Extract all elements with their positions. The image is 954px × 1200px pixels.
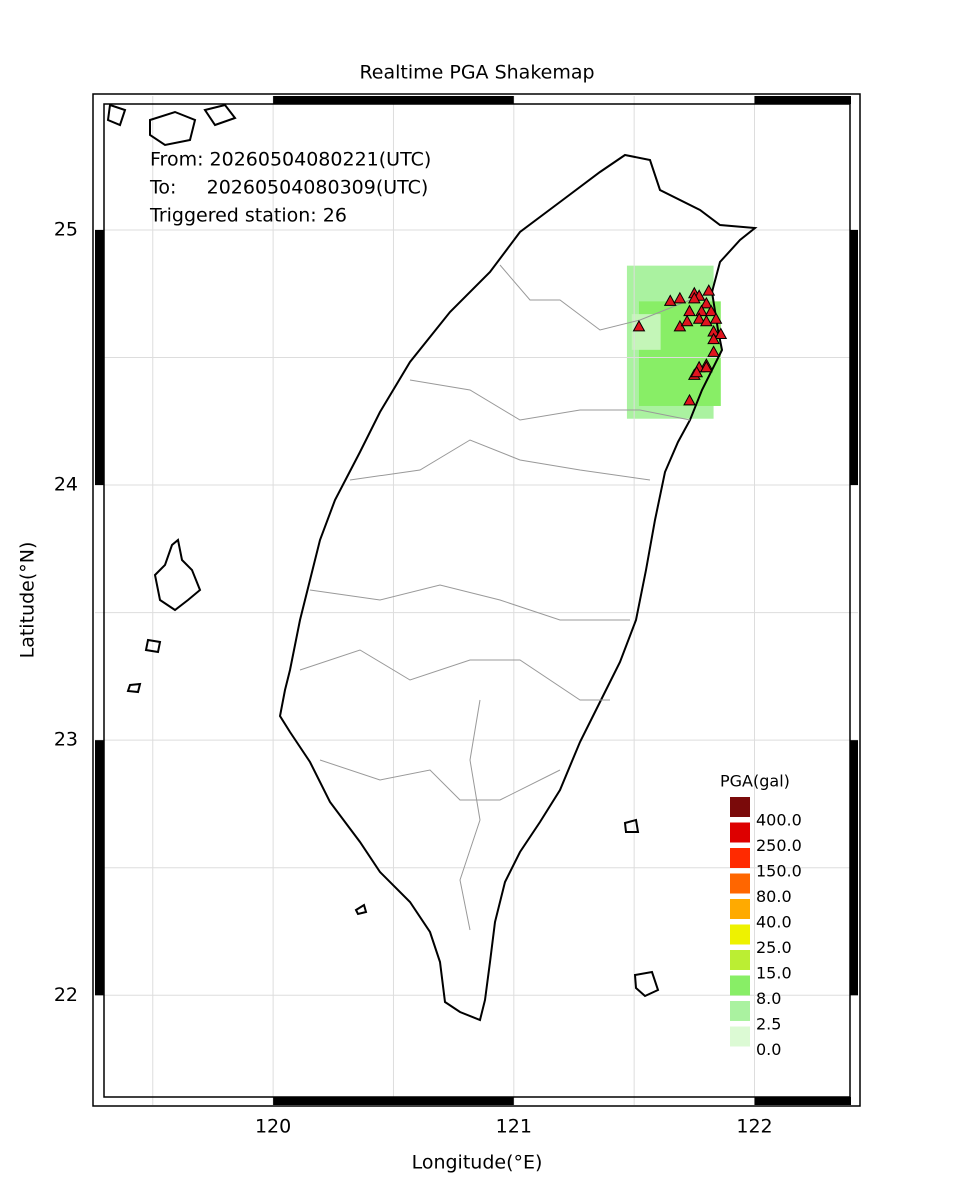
chart-title: Realtime PGA Shakemap [359,62,594,84]
x-tick-label: 122 [736,1116,772,1138]
legend-label: 150.0 [756,862,802,881]
station [632,319,646,332]
pga-cell [631,314,661,350]
legend-label: 250.0 [756,836,802,855]
taiwan-coast [278,153,758,1022]
x-axis-label: Longitude(°E) [412,1152,543,1174]
station [680,314,694,327]
station [663,294,677,306]
station [702,284,716,296]
station [714,327,728,340]
station [700,314,713,327]
county-borders [299,264,691,931]
station [687,291,701,304]
frame-block [850,229,858,486]
frame-block [754,96,851,104]
frame-block [95,740,104,996]
station [700,360,713,373]
legend: 400.0 250.0 150.0 80.0 40.0 25.0 15.0 8.0 2.5 0.0 [730,797,802,1059]
annotation: To: 20260504080309(UTC) [149,177,428,199]
station [709,312,723,324]
frame-block [754,1097,851,1105]
legend-label: 40.0 [756,913,792,932]
border [499,264,691,331]
legend-title: PGA(gal) [720,772,790,791]
liuqiu [354,903,368,916]
legend-label: 15.0 [756,964,792,983]
frame-block [850,740,858,996]
x-tick-label: 121 [496,1116,532,1138]
station [704,304,718,317]
legend-swatch [730,899,750,919]
legend-swatch [730,1026,750,1047]
station [683,304,696,317]
green-island [623,818,640,833]
legend-label: 2.5 [756,1015,781,1034]
legend-swatch [730,848,750,868]
x-tick-label: 120 [255,1116,291,1138]
station [700,296,713,309]
legend-swatch [730,822,750,843]
legend-label: 8.0 [756,989,781,1008]
legend-swatch [730,975,750,996]
grid [95,96,858,1105]
frame-block [273,96,514,104]
station [692,312,706,324]
y-tick-label: 23 [54,729,78,751]
legend-swatch [730,1001,750,1021]
frame-block [95,229,104,486]
stations [632,284,728,406]
border [309,584,630,621]
annotation: Triggered station: 26 [149,205,347,227]
land [106,103,758,1022]
outer-frame [92,93,861,1107]
border [409,379,691,421]
annotation: From: 20260504080221(UTC) [150,149,431,171]
orchid-island [633,970,660,998]
border [349,439,651,481]
station [673,291,687,304]
station [683,393,696,406]
y-tick-label: 24 [54,474,78,496]
y-tick-label: 22 [54,984,78,1006]
y-axis-label: Latitude(°N) [17,542,39,659]
legend-label: 400.0 [756,811,802,830]
frame-block [273,1097,514,1105]
border [319,759,561,801]
legend-label: 0.0 [756,1040,781,1059]
border [299,649,610,701]
legend-label: 25.0 [756,938,792,957]
border [459,699,481,931]
penghu-islands [126,538,202,694]
legend-swatch [730,924,750,945]
station [690,365,704,378]
legend-swatch [730,797,750,817]
y-tick-label: 25 [54,218,78,240]
frame [92,93,861,1107]
legend-swatch [730,873,750,894]
station [707,332,720,345]
legend-swatch [730,950,750,970]
legend-label: 80.0 [756,887,792,906]
station [707,345,720,357]
north-islands [106,103,237,147]
